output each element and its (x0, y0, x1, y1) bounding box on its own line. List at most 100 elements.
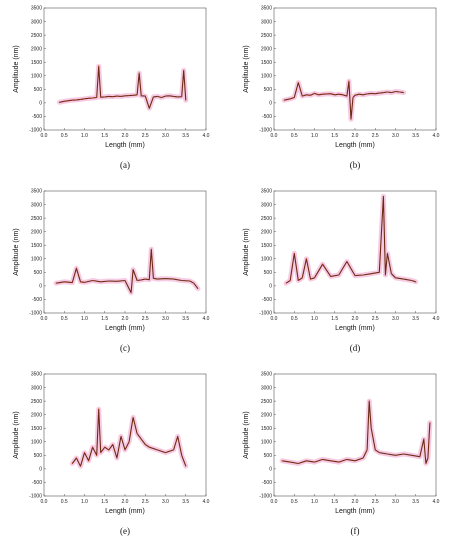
data-point (116, 457, 118, 459)
panel-label: (d) (350, 343, 361, 353)
data-point (112, 96, 114, 98)
x-axis-label: Length (mm) (335, 325, 375, 332)
data-point (124, 279, 126, 281)
data-point (403, 92, 405, 94)
x-axis-label: Length (mm) (335, 142, 375, 149)
data-point (124, 95, 126, 97)
data-point (148, 279, 150, 281)
y-tick-label: 1000 (31, 73, 42, 79)
data-point (305, 258, 307, 260)
data-point (354, 94, 356, 96)
y-axis-label: Amplitude (nm) (243, 228, 250, 275)
data-point (181, 279, 183, 281)
data-point (165, 452, 166, 454)
data-point (120, 435, 122, 437)
data-point (305, 460, 307, 462)
data-point (79, 465, 81, 467)
data-point (358, 93, 360, 95)
data-point (338, 461, 340, 463)
data-point (346, 260, 348, 262)
data-point (75, 457, 77, 459)
data-point (63, 281, 65, 283)
data-point (334, 94, 336, 96)
data-point (100, 452, 102, 454)
data-point (55, 282, 57, 284)
y-tick-label: -500 (262, 480, 272, 486)
data-point (370, 92, 372, 94)
data-line (283, 80, 404, 120)
data-point (297, 462, 299, 464)
x-tick-label: 1.5 (331, 499, 338, 505)
y-tick-label: 3500 (261, 189, 272, 195)
y-tick-label: -500 (32, 480, 42, 486)
data-point (285, 282, 287, 284)
data-point (189, 280, 191, 282)
y-tick-label: 2500 (261, 33, 272, 39)
data-point (193, 282, 195, 284)
x-tick-label: 0.5 (61, 133, 68, 139)
data-point (370, 427, 372, 429)
y-tick-label: 1500 (31, 60, 42, 66)
y-tick-label: 2500 (31, 216, 42, 222)
data-point (297, 82, 299, 84)
x-tick-label: 0.0 (271, 133, 278, 139)
y-tick-label: 500 (34, 453, 43, 459)
data-point (289, 461, 291, 463)
data-point (429, 422, 431, 424)
x-tick-label: 3.0 (392, 316, 399, 322)
data-point (395, 91, 396, 93)
data-point (309, 278, 311, 280)
data-point (350, 118, 352, 120)
data-point (173, 449, 175, 451)
y-tick-label: 2000 (31, 229, 42, 235)
data-point (281, 460, 283, 462)
y-axis-label: Amplitude (nm) (13, 228, 20, 275)
data-point (100, 281, 102, 283)
plot-frame (43, 373, 207, 497)
panel: -1000 -500 0 500 1000 1500 2000 2500 3000 3500 0.0… (243, 189, 440, 353)
plot-frame (43, 190, 207, 314)
y-tick-label: 3500 (261, 372, 272, 378)
data-point (326, 93, 328, 95)
data-point (382, 195, 384, 197)
data-point (348, 80, 350, 82)
plot-frame (273, 7, 437, 131)
y-tick-label: -500 (32, 297, 42, 303)
y-tick-label: 500 (264, 270, 273, 276)
data-point (67, 100, 69, 102)
data-point (366, 93, 368, 95)
x-tick-label: 2.0 (352, 316, 359, 322)
data-point (183, 69, 185, 71)
x-tick-label: 2.0 (122, 499, 129, 505)
data-point (108, 449, 110, 451)
x-tick-label: 0.0 (41, 133, 48, 139)
x-tick-label: 0.5 (61, 499, 68, 505)
y-tick-label: 2000 (261, 229, 272, 235)
y-tick-label: 0 (39, 101, 42, 107)
x-tick-label: 0.0 (271, 499, 278, 505)
y-tick-label: 1500 (261, 60, 272, 66)
x-tick-label: 2.5 (142, 316, 149, 322)
x-axis-label: Length (mm) (105, 325, 145, 332)
y-tick-label: -500 (262, 297, 272, 303)
data-point (411, 279, 413, 281)
data-point (116, 95, 118, 97)
data-point (165, 278, 166, 280)
x-tick-label: 3.0 (162, 316, 169, 322)
data-point (140, 279, 142, 281)
data-point (354, 275, 356, 277)
x-tick-label: 1.0 (311, 499, 318, 505)
data-point (390, 92, 392, 94)
data-point (374, 93, 376, 95)
y-tick-label: 500 (34, 270, 43, 276)
y-tick-label: 1500 (261, 426, 272, 432)
data-point (419, 456, 421, 458)
y-tick-label: 2500 (31, 399, 42, 405)
data-point (378, 92, 380, 94)
x-axis-label: Length (mm) (105, 508, 145, 515)
x-tick-label: 3.5 (182, 499, 189, 505)
y-tick-label: 2000 (261, 412, 272, 418)
data-point (185, 465, 187, 467)
data-point (92, 97, 94, 99)
data-point (132, 94, 134, 96)
